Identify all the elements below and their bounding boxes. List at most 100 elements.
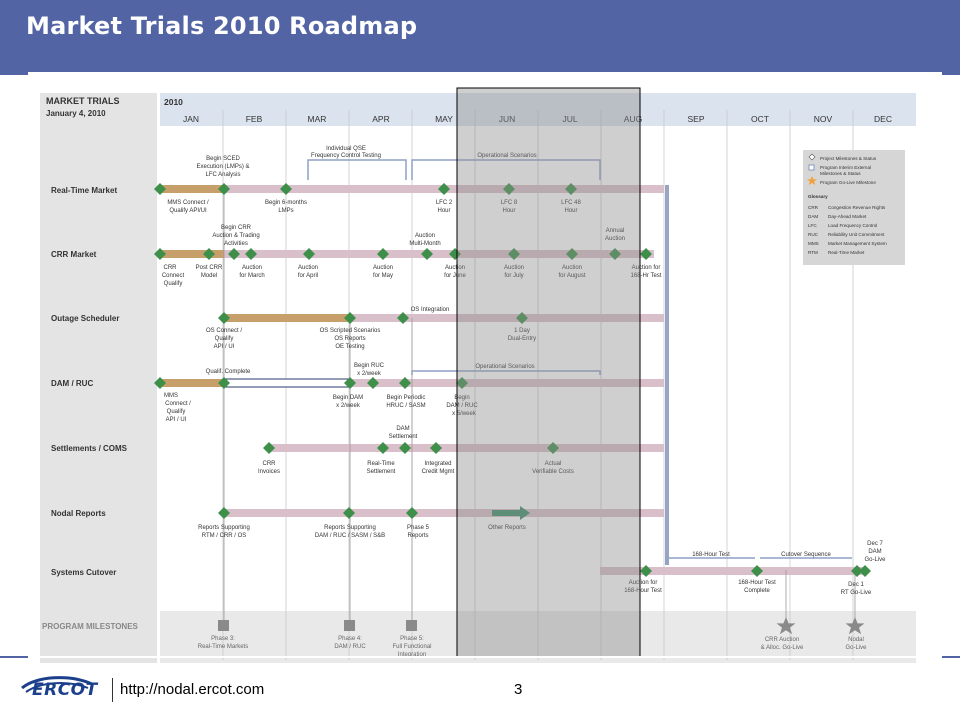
lbl-crr-post-a: Post CRR [196,265,223,271]
header-date: January 4, 2010 [46,109,106,118]
lbl-crr-conn-a: CRR [164,265,178,271]
title-bar: Market Trials 2010 Roadmap [0,0,960,72]
nodal-reports-track [224,509,664,517]
lbl-set-crr-b: Invoices [258,469,280,475]
lbl-rt-lfc48-a: LFC 48 [561,200,581,206]
month-may: MAY [435,114,453,124]
diamond-sc-dec1 [851,565,863,577]
lbl-crr-begin-b: Auction & Trading [212,233,259,239]
lbl-dam-5wk-a: Begin [454,395,469,401]
lbl-sc-cutover: Cutover Sequence [781,552,831,558]
phase3-marker [218,620,229,631]
lbl-crr-post-b: Model [201,273,217,279]
lbl-crr-begin-c: Activities [224,241,248,247]
month-jul: JUL [562,114,577,124]
legend-item-3: Program Go-Live Milestone [820,180,876,185]
diamond-sc-168c [751,565,763,577]
lbl-crr-aug-a: Auction [562,265,582,271]
glossary-abbr-0: CRR [808,205,819,210]
lbl-dam-mms-d: API / UI [166,417,187,423]
lbl-sc-168c-a: 168-Hour Test [738,580,776,586]
diamond-rtm-sced [218,183,230,195]
glossary-abbr-1: DAM [808,214,818,219]
lbl-dam-ops: Operational Scenarios [475,364,534,370]
lbl-dam-5wk-c: x 5/week [452,411,477,417]
crr-golive-star [776,617,796,635]
lbl-set-int-b: Credit Mgmt [422,469,455,475]
lbl-dam-ruc-b: x 2/week [357,371,382,377]
legend-box: Project Milestones & Status Program Inte… [803,150,905,265]
current-window-highlight [456,87,641,658]
lbl-os-scr-a: OS Scripted Scenarios [320,328,381,334]
legend-star-icon [807,176,817,185]
lbl-nr-rtm-a: Reports Supporting [198,525,250,531]
lbl-sc-dec1-a: Dec 1 [848,582,864,588]
month-feb: FEB [246,114,263,124]
lbl-crr-annual-b: Auction [605,236,625,242]
lbl-set-crr-a: CRR [263,461,277,467]
diamond-set-dam [399,442,411,454]
diamond-dam-beg [344,377,356,389]
diamond-os-int [397,312,409,324]
page-number: 3 [514,681,523,698]
lbl-sc-dec1-b: RT Go-Live [841,590,872,596]
lbl-nr-dam-a: Reports Supporting [324,525,376,531]
legend-square-icon [808,164,815,171]
lbl-os-scr-c: OE Testing [335,344,364,350]
outage-track [224,314,664,322]
lbl-os-scr-b: OS Reports [334,336,365,342]
phase5-marker [406,620,417,631]
diamond-crr-multi [421,248,433,260]
legend-item-0: Project Milestones & Status [820,156,877,161]
diamond-dam-5wk [456,377,468,389]
slide-title: Market Trials 2010 Roadmap [26,12,418,40]
month-jan: JAN [183,114,199,124]
lbl-rt-6mo-a: Begin 6-months [265,200,307,206]
month-oct: OCT [751,114,769,124]
lbl-rt-sced-c: LFC Analysis [205,172,240,178]
lbl-sc-dec7-c: Go-Live [864,557,886,563]
lbl-sc-dec7-a: Dec 7 [867,541,883,547]
lbl-dam-beg-b: x 2/week [336,403,361,409]
glossary-term-3: Reliability Unit Commitment [828,232,885,237]
lbl-rt-lfc48-b: Hour [564,208,577,214]
lbl-set-act-b: Verifiable Costs [532,469,574,475]
diamond-nr-dam [343,507,355,519]
month-sep: SEP [687,114,704,124]
lbl-pm-p4-b: DAM / RUC [334,644,366,650]
diamond-crr-begin [228,248,240,260]
footer-url[interactable]: http://nodal.ercot.com [120,681,265,698]
lbl-crr-may-a: Auction [373,265,393,271]
diamond-crr-aug [566,248,578,260]
lbl-crr-conn-b: Connect [162,273,185,279]
lbl-sc-auc-b: 168-Hour Test [624,588,662,594]
diamond-dam-qual [218,377,230,389]
lbl-rt-qse-b: Frequency Control Testing [311,153,381,159]
lbl-set-dam-b: Settlement [389,434,418,440]
lbl-sc-168c-b: Complete [744,588,770,594]
header-title: MARKET TRIALS [46,96,120,106]
lbl-pm-nodal-a: Nodal [848,637,864,643]
program-milestone-markers [218,617,865,635]
lbl-crr-jun-a: Auction [445,265,465,271]
lbl-rt-lfc8-b: Hour [502,208,515,214]
other-reports-arrow [492,506,530,520]
month-nov: NOV [814,114,833,124]
lbl-crr-begin-a: Begin CRR [221,225,252,231]
lbl-set-act-a: Actual [545,461,562,467]
lbl-dam-mms-c: Qualify [167,409,186,415]
lbl-dam-mms-a: MMS [164,393,178,399]
diamond-os-scr [344,312,356,324]
lbl-sc-dec7-b: DAM [868,549,881,555]
glossary-term-5: Real-Time Market [828,250,865,255]
lbl-dam-qual: Qualif. Complete [206,369,251,375]
lbl-crr-jun-b: for June [444,273,466,279]
diamond-set-act [547,442,559,454]
lbl-set-int-a: Integrated [424,461,451,467]
lbl-pm-p5-a: Phase 5: [400,636,424,642]
lbl-rt-lfc8-a: LFC 8 [501,200,518,206]
lbl-pm-nodal-b: Go-Live [845,645,867,651]
lbl-crr-168-b: 168-Hr Test [631,273,662,279]
milestone-diamonds [154,183,871,577]
diamond-dam-per [399,377,411,389]
